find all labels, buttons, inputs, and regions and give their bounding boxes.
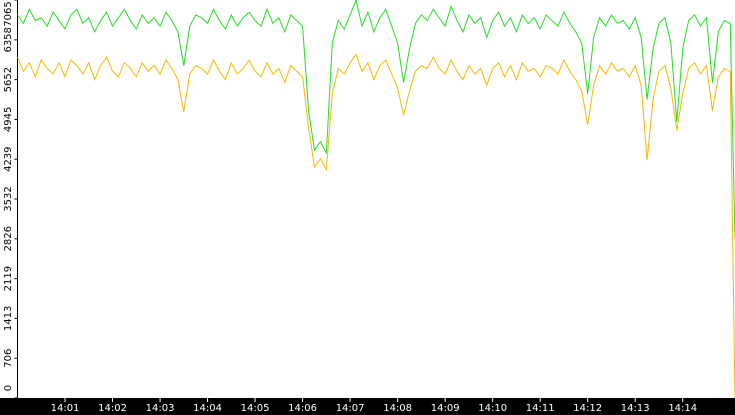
x-axis-band bbox=[0, 398, 735, 415]
y-tick-label: 2119 bbox=[3, 266, 14, 291]
y-tick-label: 2826 bbox=[3, 226, 14, 251]
x-tick-label: 14:03 bbox=[146, 403, 175, 414]
y-tick-label: 706 bbox=[3, 349, 14, 368]
x-tick-label: 14:08 bbox=[383, 403, 412, 414]
x-tick-label: 14:05 bbox=[241, 403, 270, 414]
x-tick-label: 14:11 bbox=[526, 403, 555, 414]
y-tick-label: 4239 bbox=[3, 146, 14, 171]
y-tick-label: 5652 bbox=[3, 67, 14, 92]
y-tick-label: 0 bbox=[3, 385, 14, 391]
x-tick-label: 14:01 bbox=[51, 403, 80, 414]
series-line bbox=[17, 53, 735, 399]
x-tick-label: 14:06 bbox=[288, 403, 317, 414]
y-tick-label: 3532 bbox=[3, 186, 14, 211]
y-tick-label: 4945 bbox=[3, 107, 14, 132]
y-tick-label: 7065 bbox=[3, 1, 14, 26]
x-tick-label: 14:04 bbox=[193, 403, 222, 414]
x-tick-label: 14:13 bbox=[621, 403, 650, 414]
x-tick-label: 14:09 bbox=[431, 403, 460, 414]
x-tick-label: 14:02 bbox=[98, 403, 127, 414]
x-tick-label: 14:07 bbox=[336, 403, 365, 414]
y-tick-label: 6358 bbox=[3, 27, 14, 52]
series-line bbox=[17, 0, 735, 239]
y-tick-label: 1413 bbox=[3, 306, 14, 331]
x-tick-label: 14:10 bbox=[478, 403, 507, 414]
x-tick-label: 14:14 bbox=[668, 403, 697, 414]
x-tick-label: 14:12 bbox=[573, 403, 602, 414]
